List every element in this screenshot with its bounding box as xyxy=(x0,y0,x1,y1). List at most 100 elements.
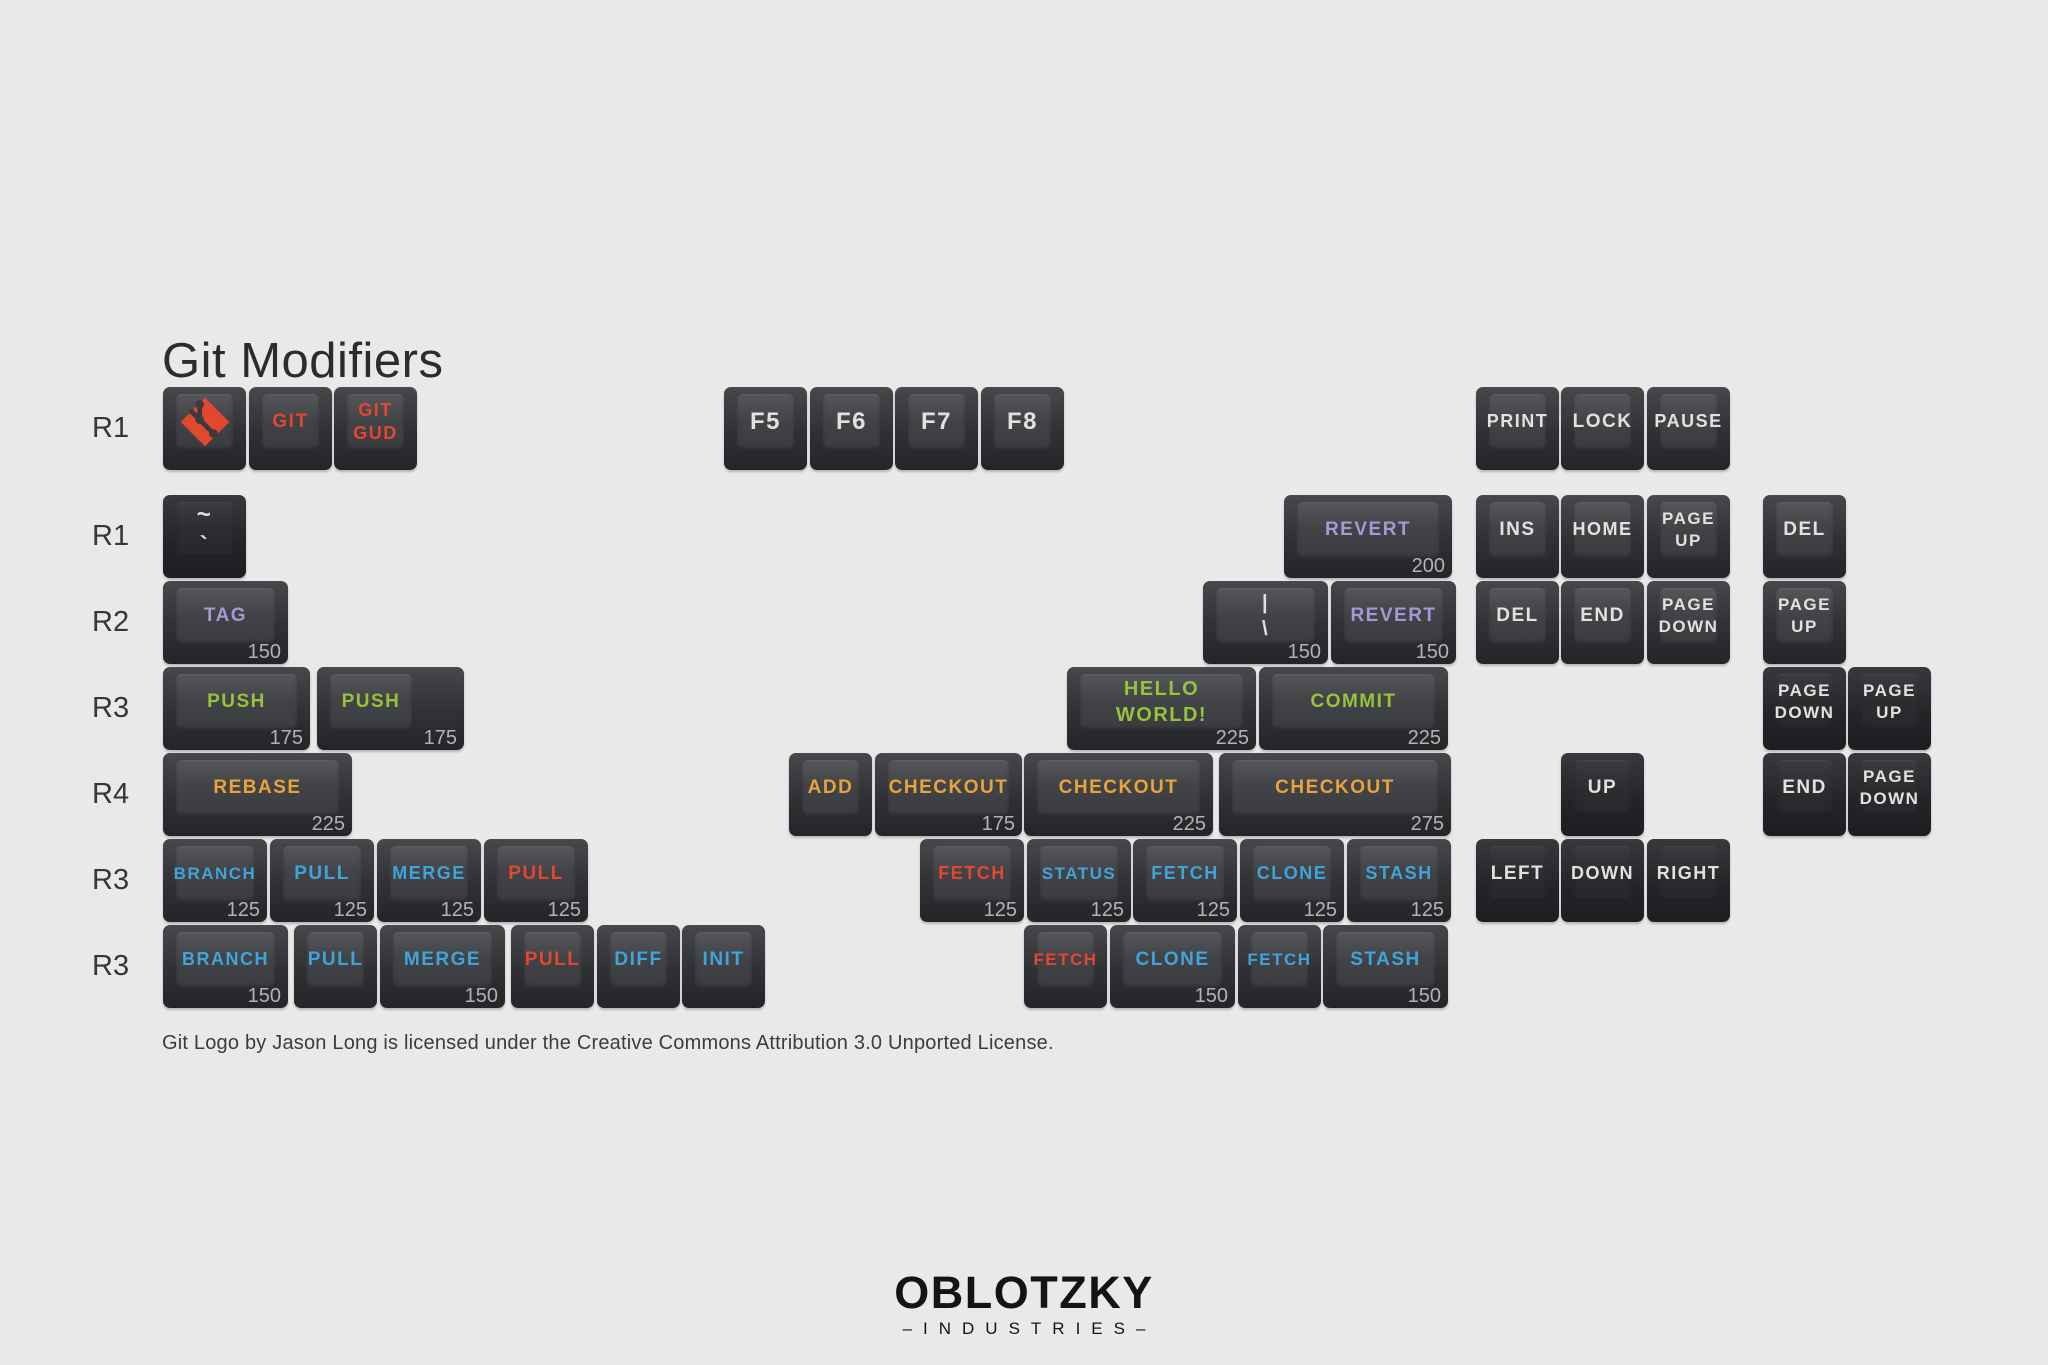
key-push: PUSH 175 xyxy=(317,667,464,750)
size-annotation: 125 xyxy=(1196,899,1230,921)
brand-subtitle: –INDUSTRIES– xyxy=(902,1319,1157,1338)
key-legend: GIT xyxy=(272,410,309,432)
key-legend: PAGE UP xyxy=(1778,594,1831,636)
key-init: INIT xyxy=(682,925,765,1008)
key-pull: PULL 125 xyxy=(484,839,588,922)
key-f8: F8 xyxy=(981,387,1064,470)
key-pull: PULL 125 xyxy=(270,839,374,922)
key-ins: INS xyxy=(1476,495,1559,578)
row-profile-label: R2 xyxy=(92,605,130,638)
key-home: HOME xyxy=(1561,495,1644,578)
key-commit: COMMIT 225 xyxy=(1259,667,1448,750)
key-legend: PULL xyxy=(508,862,564,884)
key-legend: TAG xyxy=(203,604,248,626)
key-legend: PAGE DOWN xyxy=(1774,680,1835,722)
key-: | \ 150 xyxy=(1203,581,1328,664)
key-revert: REVERT 150 xyxy=(1331,581,1456,664)
key-lock: LOCK xyxy=(1561,387,1644,470)
key-legend: STASH xyxy=(1350,948,1421,970)
key-legend: LOCK xyxy=(1572,410,1633,432)
key-legend: F6 xyxy=(835,408,867,436)
key-fetch: FETCH xyxy=(1024,925,1107,1008)
key-legend: REVERT xyxy=(1324,518,1412,540)
key-f5: F5 xyxy=(724,387,807,470)
key-merge: MERGE 150 xyxy=(380,925,505,1008)
key-legend: UP xyxy=(1587,776,1618,798)
key-git-gud: GIT GUD xyxy=(334,387,417,470)
key-legend: F8 xyxy=(1006,408,1038,436)
key-fetch: FETCH 125 xyxy=(1133,839,1237,922)
key-f7: F7 xyxy=(895,387,978,470)
key-clone: CLONE 125 xyxy=(1240,839,1344,922)
key-stash: STASH 150 xyxy=(1323,925,1448,1008)
key-legend: REVERT xyxy=(1350,604,1437,626)
key-fetch: FETCH xyxy=(1238,925,1321,1008)
key-legend: PULL xyxy=(307,948,364,970)
key-left: LEFT xyxy=(1476,839,1559,922)
key-merge: MERGE 125 xyxy=(377,839,481,922)
key-legend: ADD xyxy=(807,776,854,798)
key-checkout: CHECKOUT 225 xyxy=(1024,753,1213,836)
key-pull: PULL xyxy=(511,925,594,1008)
key-stash: STASH 125 xyxy=(1347,839,1451,922)
brand-logo: OBLOTZKY –INDUSTRIES– xyxy=(0,1270,2048,1339)
key-legend: PAGE DOWN xyxy=(1859,766,1920,808)
key-fetch: FETCH 125 xyxy=(920,839,1024,922)
key-legend: PAGE UP xyxy=(1863,680,1916,722)
row-profile-label: R3 xyxy=(92,863,130,896)
size-annotation: 150 xyxy=(1407,985,1441,1007)
key-checkout: CHECKOUT 175 xyxy=(875,753,1022,836)
key-push: PUSH 175 xyxy=(163,667,310,750)
key-legend: STATUS xyxy=(1041,863,1117,883)
key-page-down: PAGE DOWN xyxy=(1848,753,1931,836)
key-legend: CHECKOUT xyxy=(888,776,1009,798)
key-f6: F6 xyxy=(810,387,893,470)
key-page-down: PAGE DOWN xyxy=(1647,581,1730,664)
key-status: STATUS 125 xyxy=(1027,839,1131,922)
key-del: DEL xyxy=(1763,495,1846,578)
key-pull: PULL xyxy=(294,925,377,1008)
size-annotation: 125 xyxy=(1410,899,1444,921)
key-legend: CHECKOUT xyxy=(1058,776,1179,798)
size-annotation: 225 xyxy=(1215,727,1249,749)
key-legend: INIT xyxy=(702,948,745,970)
key-down: DOWN xyxy=(1561,839,1644,922)
size-annotation: 225 xyxy=(1407,727,1441,749)
key-legend: INS xyxy=(1499,518,1536,540)
key-legend: DOWN xyxy=(1571,863,1634,884)
key-legend: LEFT xyxy=(1490,862,1545,884)
size-annotation: 125 xyxy=(983,899,1017,921)
key-page-up: PAGE UP xyxy=(1848,667,1931,750)
size-annotation: 175 xyxy=(981,813,1015,835)
key-del: DEL xyxy=(1476,581,1559,664)
key-legend: CLONE xyxy=(1135,948,1210,970)
size-annotation: 200 xyxy=(1411,555,1445,577)
size-annotation: 150 xyxy=(1194,985,1228,1007)
key-legend: STASH xyxy=(1365,863,1433,884)
key-legend: DEL xyxy=(1783,518,1826,540)
key-add: ADD xyxy=(789,753,872,836)
row-profile-label: R3 xyxy=(92,691,130,724)
key-revert: REVERT 200 xyxy=(1284,495,1452,578)
key-legend: PUSH xyxy=(341,690,401,712)
key-legend: PULL xyxy=(294,862,350,884)
key-legend: END xyxy=(1782,776,1827,798)
key-legend: HELLO WORLD! xyxy=(1115,678,1208,726)
key-legend: BRANCH xyxy=(173,863,257,883)
key-page-down: PAGE DOWN xyxy=(1763,667,1846,750)
key-pause: PAUSE xyxy=(1647,387,1730,470)
size-annotation: 175 xyxy=(423,727,457,749)
key-diff: DIFF xyxy=(597,925,680,1008)
key-page-up: PAGE UP xyxy=(1647,495,1730,578)
size-annotation: 150 xyxy=(247,985,281,1007)
key-legend: END xyxy=(1580,604,1625,626)
row-profile-label: R4 xyxy=(92,777,130,810)
git-logo-icon xyxy=(180,397,229,447)
key-branch: BRANCH 125 xyxy=(163,839,267,922)
key-: ~ ` xyxy=(163,495,246,578)
key-legend: RIGHT xyxy=(1656,863,1721,884)
key-legend: PULL xyxy=(524,948,581,970)
key-legend: GIT GUD xyxy=(353,399,398,443)
size-annotation: 275 xyxy=(1410,813,1444,835)
